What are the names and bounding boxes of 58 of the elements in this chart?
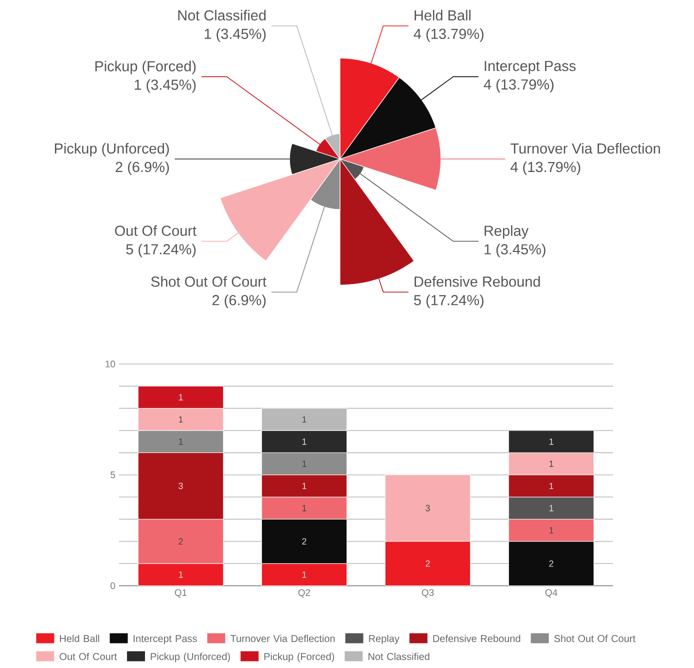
- category-label: Not Classified: [178, 10, 266, 20]
- data-label: 2: [302, 538, 306, 544]
- data-label: 1: [302, 460, 306, 467]
- data-label: 1 (3.45%): [134, 79, 196, 93]
- data-label: 4 (13.79%): [414, 28, 484, 42]
- legend-label: Not Classified: [368, 652, 430, 660]
- data-label: 4 (13.79%): [484, 78, 554, 92]
- category-label: Held Ball: [414, 10, 470, 20]
- category-label: Turnover Via Deflection: [510, 142, 660, 154]
- category-label: Replay: [484, 225, 529, 239]
- data-label: 5 (17.24%): [126, 244, 196, 258]
- data-label: 1: [302, 572, 306, 578]
- legend-label: Shot Out Of Court: [554, 634, 636, 642]
- y-tick-label: 10: [106, 360, 116, 368]
- data-label: 4 (13.79%): [510, 161, 580, 175]
- data-label: 1 (3.45%): [484, 244, 546, 258]
- data-label: 1: [549, 505, 554, 512]
- data-label: 1: [302, 416, 306, 423]
- legend-label: Intercept Pass: [134, 635, 197, 644]
- x-tick-label: Q3: [422, 589, 434, 598]
- legend-label: Pickup (Forced): [264, 652, 334, 662]
- data-label: 2 (6.9%): [212, 294, 266, 308]
- data-label: 1: [178, 416, 183, 423]
- legend-label: Pickup (Unforced): [150, 652, 230, 662]
- x-tick-label: Q1: [174, 589, 187, 598]
- data-label: 1: [178, 394, 183, 400]
- data-label: 5 (17.24%): [414, 294, 484, 308]
- legend-label: Defensive Rebound: [433, 634, 520, 642]
- legend-label: Out Of Court: [60, 652, 117, 660]
- data-label: 2 (6.9%): [116, 161, 169, 175]
- category-label: Out Of Court: [115, 225, 196, 236]
- data-label: 3: [426, 504, 430, 512]
- category-label: Shot Out Of Court: [151, 276, 266, 287]
- category-label: Pickup (Unforced): [54, 142, 169, 157]
- x-tick-label: Q2: [298, 589, 310, 598]
- legend-label: Replay: [369, 634, 400, 644]
- data-label: 1: [302, 505, 306, 512]
- data-label: 1: [302, 482, 306, 490]
- y-tick-label: 5: [110, 472, 116, 478]
- data-label: 1: [549, 460, 554, 467]
- category-label: Pickup (Forced): [95, 60, 196, 74]
- data-label: 2: [426, 560, 430, 567]
- data-label: 2: [549, 560, 554, 567]
- data-label: 1: [549, 438, 554, 445]
- data-label: 1: [549, 482, 554, 490]
- data-label: 1: [549, 527, 554, 534]
- data-label: 2: [178, 538, 183, 544]
- data-label: 1 (3.45%): [204, 28, 266, 42]
- x-tick-label: Q4: [545, 589, 558, 598]
- data-label: 1: [178, 572, 183, 578]
- data-label: 3: [178, 482, 183, 490]
- category-label: Defensive Rebound: [414, 276, 540, 287]
- legend-label: Held Ball: [60, 634, 100, 642]
- legend-label: Turnover Via Deflection: [230, 634, 335, 642]
- data-label: 1: [178, 438, 183, 445]
- y-tick-label: 0: [110, 582, 116, 590]
- category-label: Intercept Pass: [484, 60, 576, 74]
- data-label: 1: [302, 438, 306, 445]
